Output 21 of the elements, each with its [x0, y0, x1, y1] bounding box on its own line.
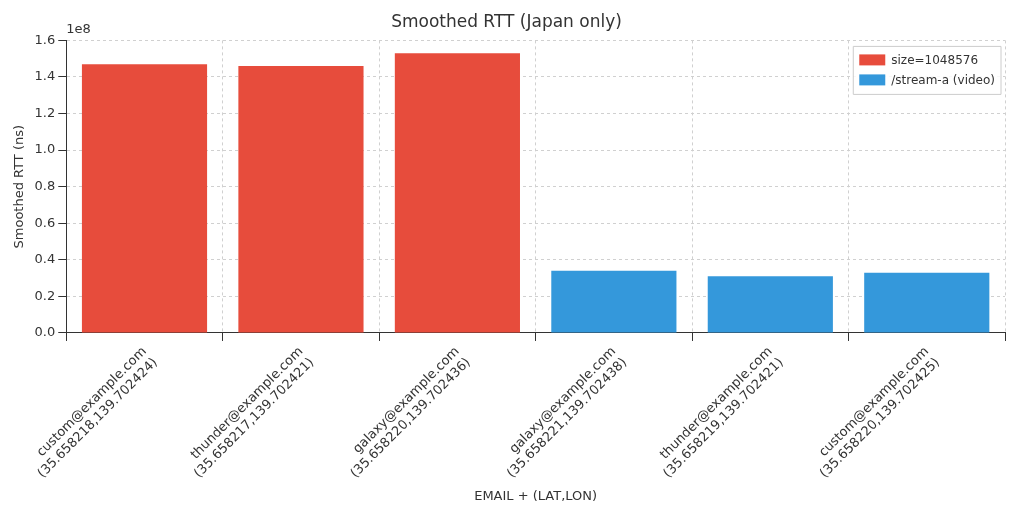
y-tick-label: 1.6	[34, 31, 56, 47]
y-tick-label: 0.0	[34, 324, 56, 340]
y-tick-label: 1.2	[34, 104, 56, 120]
x-axis-title: EMAIL + (LAT,LON)	[474, 487, 598, 503]
chart-title: Smoothed RTT (Japan only)	[391, 10, 622, 31]
legend-label: size=1048576	[891, 52, 979, 67]
legend-label: /stream-a (video)	[891, 72, 995, 87]
bar	[81, 64, 208, 333]
y-tick-label: 0.2	[34, 287, 56, 303]
y-axis-title: Smoothed RTT (ns)	[11, 124, 27, 249]
y-tick-label: 0.4	[34, 251, 56, 267]
y-tick-label: 0.6	[34, 214, 56, 230]
y-tick-label: 1.0	[34, 141, 56, 157]
bar	[238, 66, 364, 333]
y-tick-label: 0.8	[34, 178, 56, 194]
bar	[394, 53, 520, 333]
text: 1e8	[66, 21, 91, 37]
bar	[864, 272, 990, 333]
bar	[551, 270, 677, 333]
y-tick-label: 1.4	[34, 68, 56, 84]
bar	[707, 276, 833, 333]
